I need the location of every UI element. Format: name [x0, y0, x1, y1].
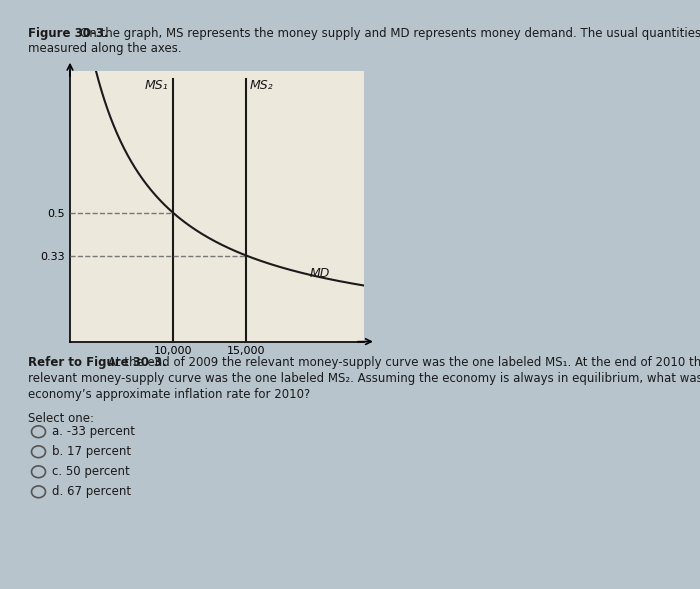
Text: At the end of 2009 the relevant money-supply curve was the one labeled MS₁. At t: At the end of 2009 the relevant money-su…	[108, 356, 700, 369]
Text: On the graph, MS represents the money supply and MD represents money demand. The: On the graph, MS represents the money su…	[80, 27, 700, 39]
Text: relevant money-supply curve was the one labeled MS₂. Assuming the economy is alw: relevant money-supply curve was the one …	[28, 372, 700, 385]
Text: Select one:: Select one:	[28, 412, 94, 425]
Text: MS₁: MS₁	[145, 79, 169, 92]
Text: d. 67 percent: d. 67 percent	[52, 485, 132, 498]
Text: measured along the axes.: measured along the axes.	[28, 42, 181, 55]
Text: Refer to Figure 30-3.: Refer to Figure 30-3.	[28, 356, 167, 369]
Text: MD: MD	[309, 267, 330, 280]
Text: a. -33 percent: a. -33 percent	[52, 425, 136, 438]
Text: c. 50 percent: c. 50 percent	[52, 465, 130, 478]
Text: Figure 30-3.: Figure 30-3.	[28, 27, 108, 39]
Text: economy’s approximate inflation rate for 2010?: economy’s approximate inflation rate for…	[28, 388, 310, 401]
Text: MS₂: MS₂	[249, 79, 273, 92]
Text: b. 17 percent: b. 17 percent	[52, 445, 132, 458]
